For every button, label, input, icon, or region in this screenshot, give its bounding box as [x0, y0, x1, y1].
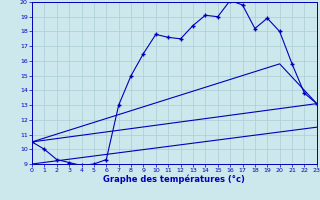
X-axis label: Graphe des températures (°c): Graphe des températures (°c) — [103, 175, 245, 184]
